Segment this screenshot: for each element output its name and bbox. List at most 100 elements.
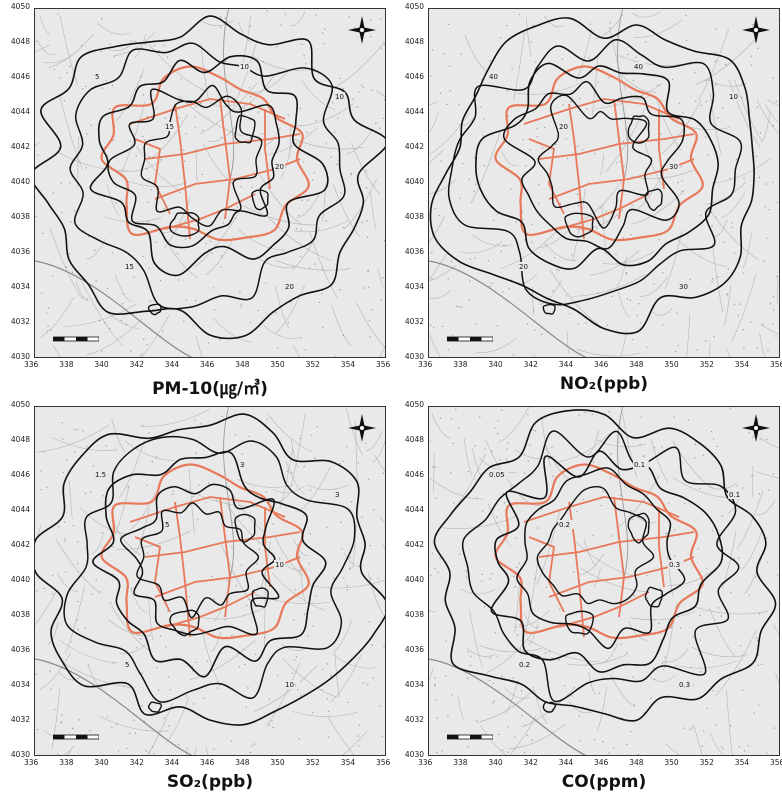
x-tick-label: 340 [488,758,503,767]
contour-value-label: 20 [284,282,296,291]
x-tick-label: 344 [164,758,180,767]
terrain-texture [35,9,385,357]
y-tick-label: 4036 [404,247,424,256]
terrain-texture [429,407,779,755]
contour-map: 551010202030304040 [428,8,780,358]
panel-title: SO₂(ppb) [166,772,254,792]
y-tick-label: 4048 [404,37,424,46]
x-tick-label: 338 [59,360,74,369]
map-canvas: 55101015152020 [35,9,385,357]
x-tick-label: 342 [129,758,144,767]
district-boundaries [100,463,310,640]
svg-text:5: 5 [95,73,99,81]
y-tick-label: 4046 [404,72,424,81]
x-tick-label: 352 [305,360,320,369]
contour-value-label: 0.1 [633,460,649,469]
map-canvas: 551010202030304040 [429,9,779,357]
x-tick-label: 346 [594,360,609,369]
y-tick-label: 4034 [404,680,424,689]
x-tick-label: 336 [24,758,39,767]
y-tick-label: 4030 [404,352,424,361]
x-tick-label: 342 [523,758,538,767]
x-tick-label: 336 [24,360,39,369]
x-tick-label: 356 [770,758,782,767]
terrain-texture [429,9,779,357]
panel-title: NO₂(ppb) [559,374,649,394]
y-axis-labels: 4050 4048 4046 4044 4042 4040 4038 4036 4034 4032… [2,2,32,364]
svg-text:0.1: 0.1 [634,461,645,469]
x-tick-label: 352 [699,360,714,369]
contour-value-label: 0.05 [488,470,509,479]
x-tick-label: 354 [340,360,356,369]
map-canvas: 0.050.050.10.10.20.20.30.3 [429,407,779,755]
panel-title: PM-10(㎍/㎥) [152,379,268,399]
y-tick-label: 4036 [10,645,30,654]
x-tick-label: 340 [94,360,109,369]
x-tick-label: 344 [558,758,574,767]
contour-value-label: 0.3 [678,680,694,689]
y-tick-label: 4034 [404,282,424,291]
x-tick-label: 344 [164,360,180,369]
terrain-texture [35,407,385,755]
contour-value-label: 5 [164,520,171,529]
y-axis-labels: 4050 4048 4046 4044 4042 4040 4038 4036 4034 4032… [2,400,32,762]
x-tick-label: 354 [734,360,750,369]
y-tick-label: 4030 [404,750,424,759]
panel-title: CO(ppm) [561,772,647,792]
contour-value-label: 10 [274,560,286,569]
x-tick-label: 354 [734,758,750,767]
x-tick-label: 348 [629,360,644,369]
svg-text:40: 40 [634,63,643,71]
contour-value-label: 5 [124,660,131,669]
y-axis-labels: 4050 4048 4046 4044 4042 4040 4038 4036 4034 4032… [396,400,426,762]
contour-map: 55101015152020 [34,8,386,358]
contour-value-label: 3 [239,460,246,469]
y-tick-label: 4050 [10,2,30,11]
north-arrow-icon [741,15,771,45]
svg-text:0.3: 0.3 [669,561,680,569]
y-tick-label: 4044 [10,107,30,116]
y-tick-label: 4032 [10,715,30,724]
svg-text:10: 10 [285,681,294,689]
y-tick-label: 4046 [10,470,30,479]
y-tick-label: 4042 [404,540,424,549]
concentration-contours: 551010202030304040 [429,17,755,335]
svg-text:30: 30 [669,163,678,171]
x-tick-label: 340 [94,758,109,767]
scale-bar [52,328,100,347]
svg-text:5: 5 [125,661,129,669]
y-tick-label: 4042 [404,142,424,151]
svg-text:1.5: 1.5 [95,471,106,479]
y-tick-label: 4038 [404,610,424,619]
y-tick-label: 4040 [10,575,30,584]
y-tick-label: 4038 [404,212,424,221]
x-tick-label: 356 [376,758,391,767]
y-tick-label: 4050 [404,2,424,11]
contour-value-label: 10 [239,62,251,71]
x-axis-labels: 336 338 340 342 344 346 348 350 352 354 356 [24,758,396,770]
svg-text:3: 3 [335,491,339,499]
contour-value-label: 10 [284,680,296,689]
x-tick-label: 338 [453,758,468,767]
x-tick-label: 356 [770,360,782,369]
y-tick-label: 4046 [10,72,30,81]
north-arrow-icon [347,413,377,443]
svg-text:0.05: 0.05 [489,471,505,479]
x-tick-label: 350 [270,758,285,767]
contour-value-label: 5 [94,72,101,81]
contour-map: 0.050.050.10.10.20.20.30.3 [428,406,780,756]
contour-value-label: 1.5 [94,470,110,479]
y-tick-label: 4048 [404,435,424,444]
x-tick-label: 346 [200,758,215,767]
contour-value-label: 0.2 [518,660,534,669]
x-tick-label: 342 [129,360,144,369]
contour-value-label: 0.1 [728,490,744,499]
y-tick-label: 4050 [404,400,424,409]
svg-text:10: 10 [240,63,249,71]
concentration-contours: 55101015152020 [35,15,385,340]
x-tick-label: 336 [418,360,433,369]
svg-text:3: 3 [240,461,244,469]
svg-text:10: 10 [275,561,284,569]
